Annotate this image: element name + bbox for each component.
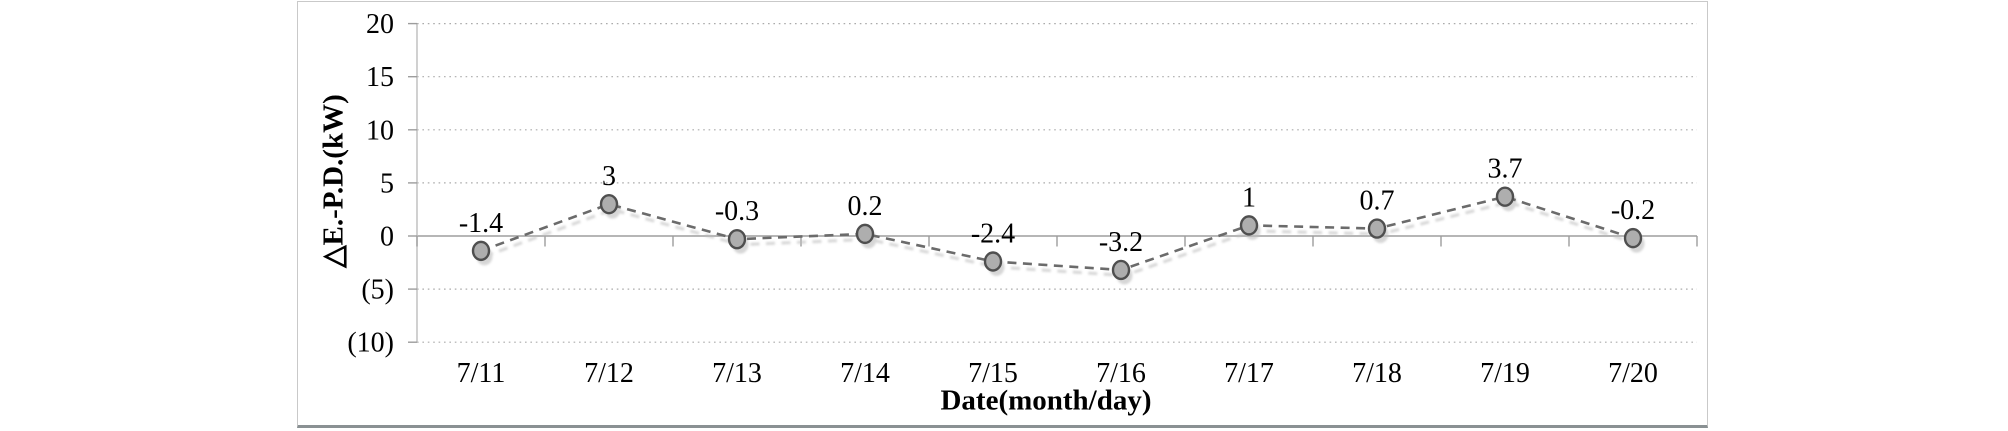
x-tick-label: 7/11	[457, 358, 506, 389]
data-point-label: -0.3	[715, 196, 759, 227]
data-point-marker	[471, 240, 491, 262]
data-point-marker	[599, 193, 619, 215]
series-line	[480, 195, 1634, 272]
data-point-label: 3.7	[1488, 154, 1523, 185]
x-tick-label: 7/14	[840, 358, 890, 389]
data-point-marker	[1495, 186, 1515, 207]
y-tick-label: 15	[366, 62, 394, 93]
x-tick-label: 7/13	[712, 358, 762, 389]
data-point-marker	[1623, 227, 1643, 249]
y-tick-label: 0	[380, 222, 394, 253]
y-tick-label: (5)	[361, 275, 394, 306]
y-tick-label: (10)	[347, 328, 394, 359]
data-point-label: 0.2	[848, 191, 883, 222]
y-axis-title: △E.-P.D.(kW)	[317, 94, 350, 268]
data-point-marker	[1367, 218, 1387, 239]
data-point-marker	[1239, 215, 1259, 236]
x-tick-label: 7/17	[1224, 358, 1274, 389]
x-tick-label: 7/19	[1480, 358, 1530, 389]
data-point-label: -1.4	[459, 208, 503, 239]
y-tick-label: 10	[366, 115, 394, 146]
data-point-label: -0.2	[1611, 195, 1655, 226]
data-point-marker	[727, 228, 747, 250]
x-tick-label: 7/15	[968, 358, 1018, 389]
data-point-label: -2.4	[971, 218, 1015, 249]
chart-frame	[297, 1, 1708, 428]
data-point-label: 0.7	[1360, 186, 1395, 217]
data-point-label: -3.2	[1099, 227, 1143, 258]
y-tick-label: 5	[380, 168, 394, 199]
data-point-marker	[1111, 259, 1131, 281]
y-tick-label: 20	[366, 9, 394, 40]
data-point-marker	[983, 251, 1003, 272]
data-point-label: 3	[602, 161, 616, 192]
x-tick-label: 7/18	[1352, 358, 1402, 389]
x-tick-label: 7/20	[1608, 358, 1658, 389]
x-axis-title: Date(month/day)	[940, 384, 1152, 417]
x-tick-label: 7/16	[1096, 358, 1146, 389]
x-tick-label: 7/12	[584, 358, 634, 389]
data-point-label: 1	[1242, 182, 1256, 213]
data-point-marker	[855, 223, 875, 245]
